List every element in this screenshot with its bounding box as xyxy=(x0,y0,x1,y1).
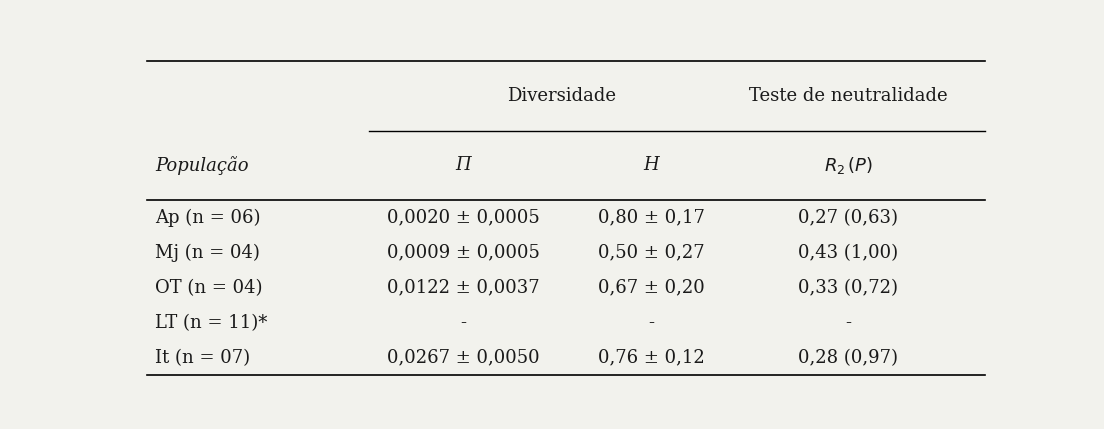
Text: 0,27 (0,63): 0,27 (0,63) xyxy=(798,208,899,227)
Text: Π: Π xyxy=(455,157,471,175)
Text: População: População xyxy=(155,156,248,175)
Text: 0,50 ± 0,27: 0,50 ± 0,27 xyxy=(598,244,704,262)
Text: 0,33 (0,72): 0,33 (0,72) xyxy=(798,279,899,297)
Text: -: - xyxy=(648,314,655,332)
Text: 0,0020 ± 0,0005: 0,0020 ± 0,0005 xyxy=(386,208,540,227)
Text: LT (n = 11)*: LT (n = 11)* xyxy=(155,314,267,332)
Text: 0,28 (0,97): 0,28 (0,97) xyxy=(798,349,899,367)
Text: 0,0009 ± 0,0005: 0,0009 ± 0,0005 xyxy=(386,244,540,262)
Text: Diversidade: Diversidade xyxy=(507,87,616,105)
Text: Mj (n = 04): Mj (n = 04) xyxy=(155,244,259,262)
Text: 0,80 ± 0,17: 0,80 ± 0,17 xyxy=(598,208,704,227)
Text: Teste de neutralidade: Teste de neutralidade xyxy=(749,87,947,105)
Text: $\mathit{R}_2\,(\mathit{P})$: $\mathit{R}_2\,(\mathit{P})$ xyxy=(824,155,873,176)
Text: 0,76 ± 0,12: 0,76 ± 0,12 xyxy=(598,349,704,367)
Text: 0,67 ± 0,20: 0,67 ± 0,20 xyxy=(598,279,704,297)
Text: -: - xyxy=(846,314,851,332)
Text: -: - xyxy=(460,314,466,332)
Text: 0,0267 ± 0,0050: 0,0267 ± 0,0050 xyxy=(386,349,540,367)
Text: OT (n = 04): OT (n = 04) xyxy=(155,279,263,297)
Text: Ap (n = 06): Ap (n = 06) xyxy=(155,208,261,227)
Text: 0,43 (1,00): 0,43 (1,00) xyxy=(798,244,899,262)
Text: 0,0122 ± 0,0037: 0,0122 ± 0,0037 xyxy=(386,279,540,297)
Text: It (n = 07): It (n = 07) xyxy=(155,349,251,367)
Text: H: H xyxy=(644,157,659,175)
